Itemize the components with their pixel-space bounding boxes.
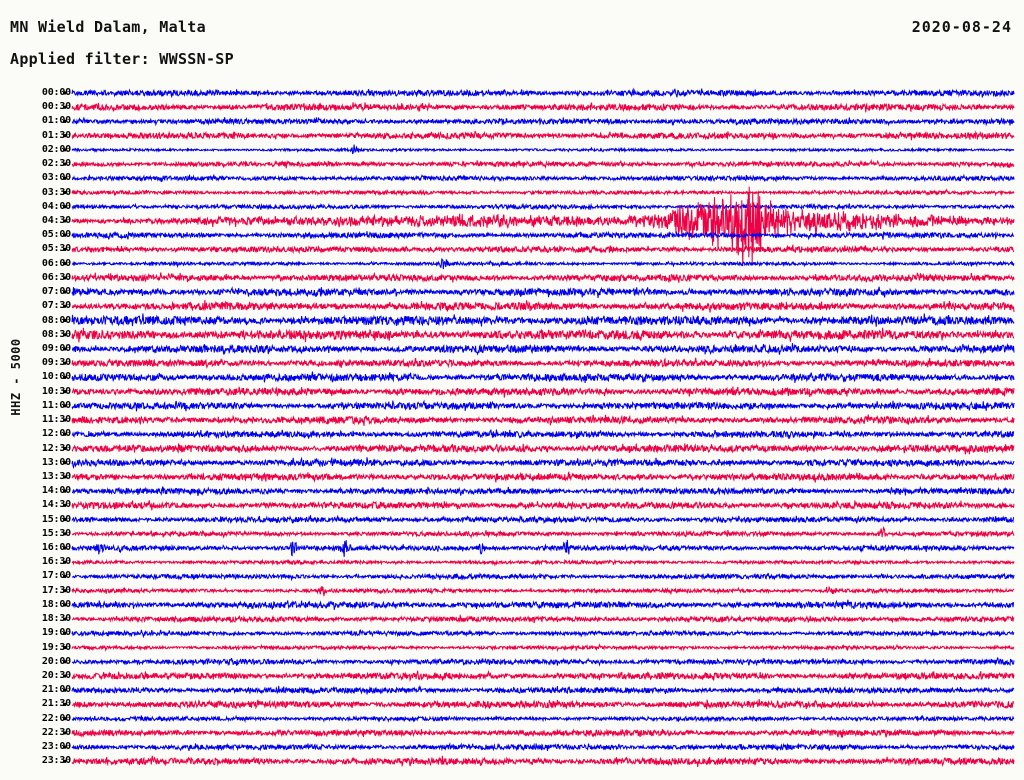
- time-label: 04:00: [41, 200, 71, 212]
- time-label: 15:00: [41, 513, 71, 525]
- time-label: 23:30: [41, 755, 71, 767]
- time-axis-labels: 00:00 00:30 01:00 01:30 02:00 02:30 03:00 03:30…: [0, 80, 71, 775]
- time-label: 05:30: [41, 243, 71, 255]
- time-label: 10:30: [41, 385, 71, 397]
- time-label: 16:30: [41, 556, 71, 568]
- time-label: 07:30: [41, 300, 71, 312]
- time-label: 03:00: [41, 172, 71, 184]
- time-label: 11:30: [41, 414, 71, 426]
- time-label: 17:30: [41, 584, 71, 596]
- time-label: 06:00: [41, 257, 71, 269]
- time-label: 03:30: [41, 186, 71, 198]
- applied-filter-label: Applied filter: WWSSN-SP: [10, 50, 234, 68]
- time-label: 07:00: [41, 286, 71, 298]
- time-label: 21:00: [41, 684, 71, 696]
- time-label: 12:30: [41, 442, 71, 454]
- time-label: 22:30: [41, 726, 71, 738]
- time-label: 19:30: [41, 641, 71, 653]
- time-label: 22:00: [41, 712, 71, 724]
- record-date: 2020-08-24: [911, 18, 1012, 36]
- helicorder-plot: [0, 80, 1024, 775]
- time-label: 10:00: [41, 371, 71, 383]
- time-label: 09:00: [41, 342, 71, 354]
- time-label: 20:00: [41, 655, 71, 667]
- time-label: 16:00: [41, 542, 71, 554]
- time-label: 15:30: [41, 527, 71, 539]
- time-label: 01:30: [41, 129, 71, 141]
- time-label: 23:00: [41, 741, 71, 753]
- time-label: 04:30: [41, 214, 71, 226]
- time-label: 02:30: [41, 158, 71, 170]
- time-label: 21:30: [41, 698, 71, 710]
- time-label: 00:00: [41, 87, 71, 98]
- page-title: MN Wield Dalam, Malta: [10, 18, 206, 36]
- time-label: 11:00: [41, 399, 71, 411]
- time-label: 01:00: [41, 115, 71, 127]
- time-label: 00:30: [41, 101, 71, 113]
- time-label: 13:00: [41, 456, 71, 468]
- time-label: 08:30: [41, 328, 71, 340]
- time-label: 17:00: [41, 570, 71, 582]
- seismic-traces: [63, 87, 1015, 768]
- time-label: 13:30: [41, 470, 71, 482]
- time-label: 18:00: [41, 598, 71, 610]
- time-label: 18:30: [41, 613, 71, 625]
- time-label: 19:00: [41, 627, 71, 639]
- time-label: 08:00: [41, 314, 71, 326]
- time-label: 14:30: [41, 499, 71, 511]
- time-label: 05:00: [41, 229, 71, 241]
- time-label: 09:30: [41, 357, 71, 369]
- time-label: 20:30: [41, 670, 71, 682]
- time-label: 02:00: [41, 143, 71, 155]
- time-label: 12:00: [41, 428, 71, 440]
- time-label: 14:00: [41, 485, 71, 497]
- time-label: 06:30: [41, 271, 71, 283]
